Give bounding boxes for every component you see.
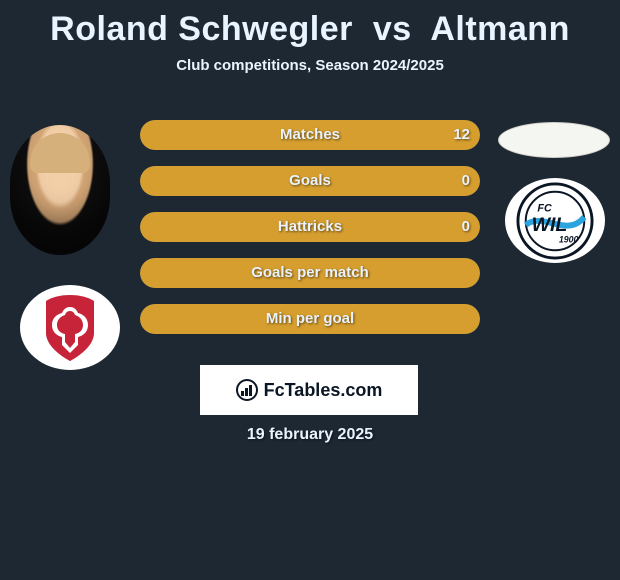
player1-photo xyxy=(10,125,110,255)
comparison-infographic: { "canvas": { "width": 620, "height": 58… xyxy=(0,0,620,580)
player2-photo-placeholder xyxy=(498,122,610,158)
title-player2: Altmann xyxy=(430,10,570,48)
player1-club-badge xyxy=(20,285,120,370)
stat-bar: Matches12 xyxy=(140,120,480,150)
stat-bar: Hattricks0 xyxy=(140,212,480,242)
stat-bar-label: Min per goal xyxy=(140,304,480,334)
stat-bar-label: Goals per match xyxy=(140,258,480,288)
page-subtitle: Club competitions, Season 2024/2025 xyxy=(0,57,620,74)
svg-text:1900: 1900 xyxy=(559,234,579,244)
stat-bar-value-right: 12 xyxy=(453,120,470,150)
stat-bar: Goals0 xyxy=(140,166,480,196)
fctables-logo-icon xyxy=(236,379,258,401)
stat-bar-label: Matches xyxy=(140,120,480,150)
vaduz-shield-icon xyxy=(40,293,100,363)
stat-bar-label: Goals xyxy=(140,166,480,196)
svg-text:WIL: WIL xyxy=(532,213,568,235)
stat-bar-value-right: 0 xyxy=(462,212,470,242)
date-text: 19 february 2025 xyxy=(0,426,620,444)
stat-bar: Goals per match xyxy=(140,258,480,288)
stat-bar: Min per goal xyxy=(140,304,480,334)
stat-bars: Matches12Goals0Hattricks0Goals per match… xyxy=(140,120,480,350)
stat-bar-label: Hattricks xyxy=(140,212,480,242)
svg-text:FC: FC xyxy=(537,202,552,214)
stat-bar-value-right: 0 xyxy=(462,166,470,196)
player2-club-badge: FC WIL 1900 xyxy=(505,178,605,263)
brand-badge: FcTables.com xyxy=(200,365,418,415)
brand-text: FcTables.com xyxy=(264,380,383,401)
title-vs: vs xyxy=(373,10,412,48)
page-title: Roland Schwegler vs Altmann xyxy=(0,0,620,49)
title-player1: Roland Schwegler xyxy=(50,10,353,48)
wil-badge-icon: FC WIL 1900 xyxy=(516,182,594,260)
